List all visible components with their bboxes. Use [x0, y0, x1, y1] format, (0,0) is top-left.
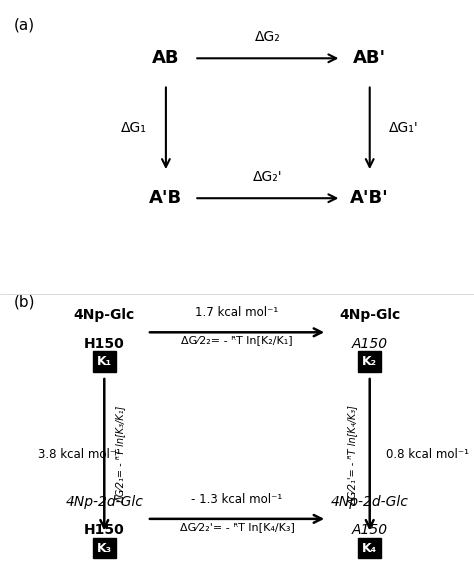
- Text: 4Np-2d-Glc: 4Np-2d-Glc: [331, 494, 409, 508]
- Text: 4Np-Glc: 4Np-Glc: [339, 308, 401, 322]
- Text: 1.7 kcal mol⁻¹: 1.7 kcal mol⁻¹: [195, 307, 279, 319]
- Text: ΔG₁': ΔG₁': [389, 121, 419, 135]
- Text: ΔG₂': ΔG₂': [253, 170, 283, 184]
- Text: 4Np-2d-Glc: 4Np-2d-Glc: [65, 494, 143, 508]
- Text: H150: H150: [84, 524, 125, 538]
- Text: A'B: A'B: [149, 189, 182, 207]
- Text: ΔG⁄2₂'= - ᴿT ln[K₄/K₃]: ΔG⁄2₂'= - ᴿT ln[K₄/K₃]: [180, 522, 294, 532]
- Text: H150: H150: [84, 337, 125, 351]
- Text: ΔG⁄2₁'= - ᴿT ln[K₄/K₃]: ΔG⁄2₁'= - ᴿT ln[K₄/K₃]: [348, 405, 358, 505]
- Text: - 1.3 kcal mol⁻¹: - 1.3 kcal mol⁻¹: [191, 493, 283, 506]
- Text: K₃: K₃: [97, 542, 112, 554]
- Text: ΔG⁄2₁= - ᴿT ln[K₃/K₁]: ΔG⁄2₁= - ᴿT ln[K₃/K₁]: [116, 406, 126, 503]
- Text: AB: AB: [152, 50, 180, 67]
- Text: 4Np-Glc: 4Np-Glc: [73, 308, 135, 322]
- Text: ΔG₁: ΔG₁: [121, 121, 147, 135]
- Text: (b): (b): [14, 294, 36, 310]
- Text: ΔG⁄2₂= - ᴿT ln[K₂/K₁]: ΔG⁄2₂= - ᴿT ln[K₂/K₁]: [181, 335, 293, 345]
- Text: A'B': A'B': [350, 189, 389, 207]
- Text: 3.8 kcal mol⁻¹: 3.8 kcal mol⁻¹: [38, 448, 121, 461]
- Text: A150: A150: [352, 524, 388, 538]
- Text: 0.8 kcal mol⁻¹: 0.8 kcal mol⁻¹: [386, 448, 469, 461]
- Text: A150: A150: [352, 337, 388, 351]
- Text: K₂: K₂: [362, 355, 377, 368]
- Text: K₄: K₄: [362, 542, 377, 554]
- Text: (a): (a): [14, 17, 36, 33]
- Text: ΔG₂: ΔG₂: [255, 30, 281, 44]
- Text: AB': AB': [353, 50, 386, 67]
- Text: K₁: K₁: [97, 355, 112, 368]
